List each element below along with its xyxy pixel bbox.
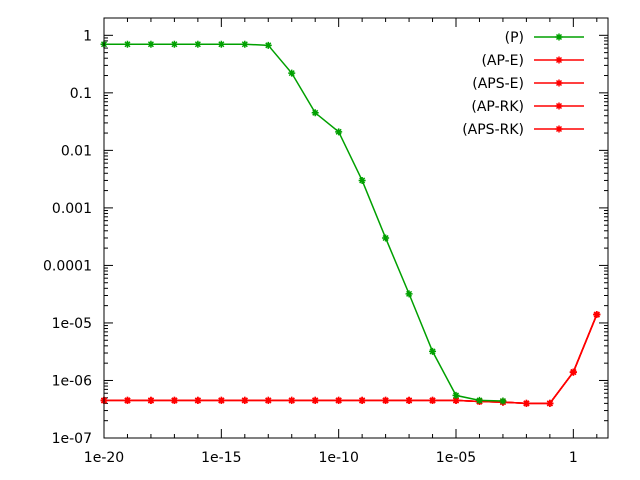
data-point [546, 399, 554, 407]
data-point [358, 176, 366, 184]
data-point [335, 128, 343, 136]
series-line [104, 43, 503, 402]
data-point [264, 396, 272, 404]
data-point [170, 40, 178, 48]
x-tick-label: 1e-20 [84, 450, 124, 466]
legend-label: (AP-E) [481, 53, 524, 69]
legend-marker [555, 79, 563, 87]
legend-marker [555, 125, 563, 133]
data-point [405, 290, 413, 298]
legend-label: (APS-E) [472, 76, 524, 92]
y-tick-label: 1 [83, 28, 92, 44]
x-tick-label: 1 [569, 450, 578, 466]
y-tick-label: 1e-07 [52, 431, 92, 447]
y-tick-label: 0.001 [52, 201, 92, 217]
plot-frame [103, 17, 609, 439]
series-p [100, 40, 507, 405]
legend-entry: (AP-RK) [471, 99, 584, 115]
legend-label: (APS-RK) [462, 122, 524, 138]
data-point [429, 347, 437, 355]
data-point [194, 40, 202, 48]
data-point [335, 396, 343, 404]
legend: (P) (AP-E) (APS-E) (AP-RK) (APS-RK) [462, 30, 584, 138]
legend-entry: (P) [505, 30, 584, 46]
x-tick-label: 1e-10 [318, 450, 358, 466]
data-point [452, 396, 460, 404]
legend-marker [555, 33, 563, 41]
y-tick-label: 0.01 [61, 143, 92, 159]
data-point [170, 396, 178, 404]
data-point [241, 40, 249, 48]
legend-entry: (AP-E) [481, 53, 584, 69]
data-point [311, 396, 319, 404]
data-series [100, 40, 601, 407]
data-point [147, 40, 155, 48]
data-point [452, 391, 460, 399]
data-point [429, 396, 437, 404]
legend-label: (AP-RK) [471, 99, 524, 115]
x-tick-label: 1e-05 [436, 450, 476, 466]
data-point [288, 396, 296, 404]
data-point [217, 396, 225, 404]
y-tick-label: 0.0001 [43, 258, 92, 274]
data-point [382, 234, 390, 242]
y-tick-label: 1e-05 [52, 316, 92, 332]
data-point [569, 368, 577, 376]
data-point [123, 40, 131, 48]
legend-label: (P) [505, 30, 524, 46]
axis-ticks: 1e-20 1e-15 1e-10 1e-05 1 1 0.1 0.01 0.001 0.0001… [43, 17, 608, 466]
y-tick-label: 1e-06 [52, 373, 92, 389]
data-point [241, 396, 249, 404]
data-point [194, 396, 202, 404]
x-tick-label: 1e-15 [201, 450, 241, 466]
data-point [475, 396, 483, 404]
legend-entry: (APS-E) [472, 76, 584, 92]
y-tick-label: 0.1 [70, 86, 92, 102]
data-point [288, 69, 296, 77]
data-point [123, 396, 131, 404]
data-point [499, 397, 507, 405]
data-point [405, 396, 413, 404]
series-line [104, 314, 598, 405]
series-aps-rk [100, 311, 601, 407]
data-point [522, 399, 530, 407]
legend-marker [555, 56, 563, 64]
data-point [593, 311, 601, 319]
data-point [264, 41, 272, 49]
data-point [217, 40, 225, 48]
data-point [358, 396, 366, 404]
data-point [311, 109, 319, 117]
data-point [147, 396, 155, 404]
data-point [382, 396, 390, 404]
legend-marker [555, 102, 563, 110]
legend-entry: (APS-RK) [462, 122, 584, 138]
